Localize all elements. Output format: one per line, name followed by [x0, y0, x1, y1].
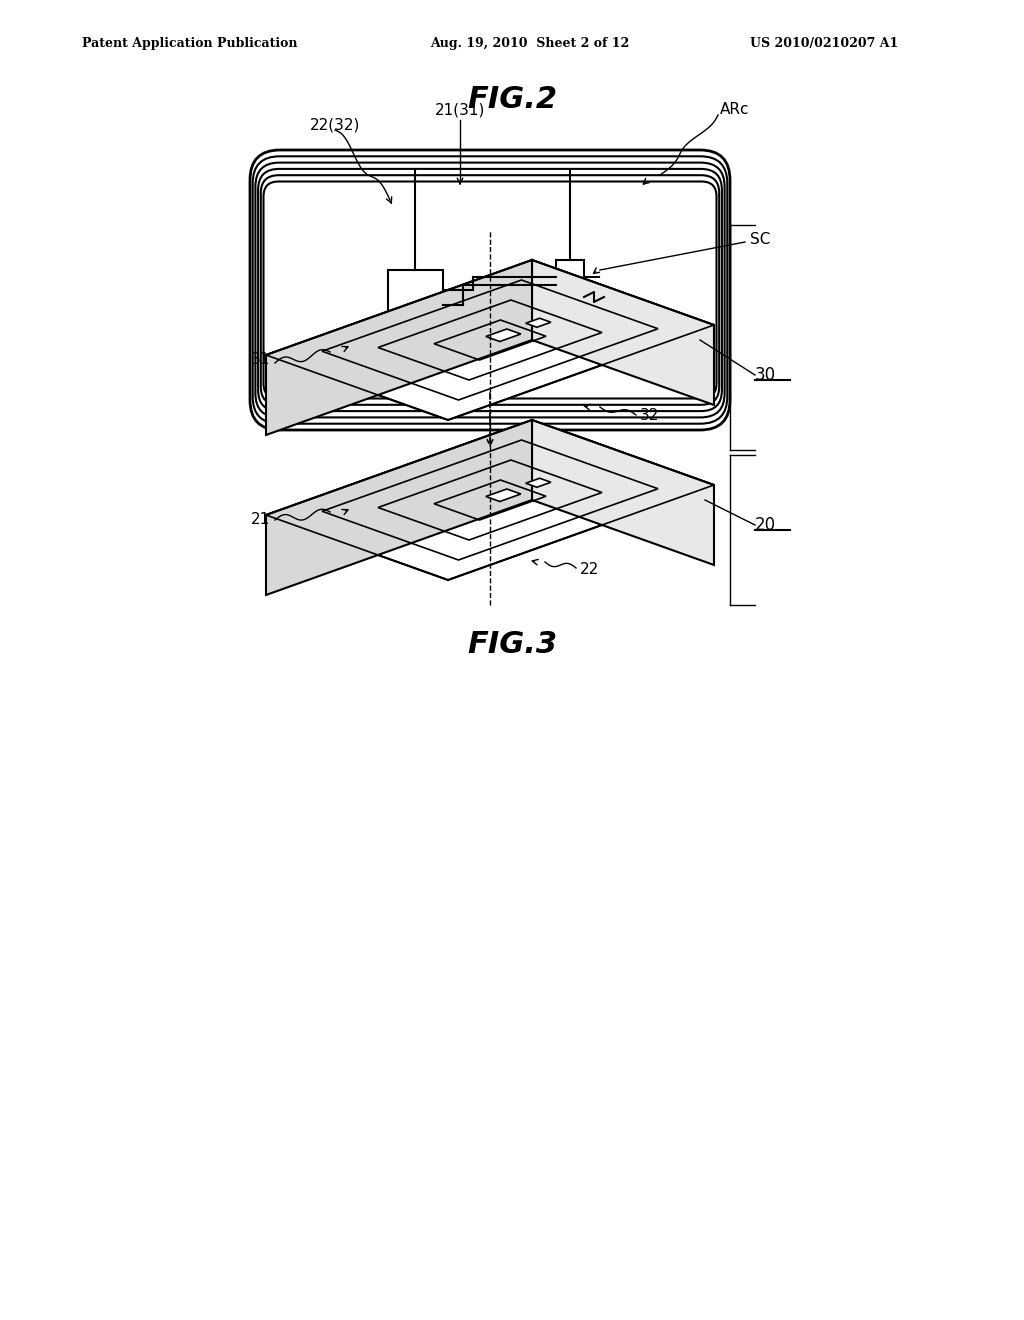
Text: 20: 20 — [755, 516, 776, 535]
Text: ARc: ARc — [720, 103, 750, 117]
Polygon shape — [266, 260, 714, 420]
Text: FIG.2: FIG.2 — [467, 84, 557, 114]
Text: 30: 30 — [755, 366, 776, 384]
Polygon shape — [266, 420, 714, 579]
Bar — [556, 260, 584, 294]
Text: 22(32): 22(32) — [310, 117, 360, 132]
Polygon shape — [266, 420, 532, 595]
Text: 21(31): 21(31) — [435, 103, 485, 117]
Text: Patent Application Publication: Patent Application Publication — [82, 37, 298, 50]
Polygon shape — [266, 260, 532, 436]
Text: Aug. 19, 2010  Sheet 2 of 12: Aug. 19, 2010 Sheet 2 of 12 — [430, 37, 630, 50]
Text: 22: 22 — [580, 562, 599, 578]
Text: 21: 21 — [251, 512, 270, 528]
Polygon shape — [525, 318, 551, 327]
Text: FIG.3: FIG.3 — [467, 630, 557, 659]
Text: US 2010/0210207 A1: US 2010/0210207 A1 — [750, 37, 898, 50]
Polygon shape — [485, 329, 521, 342]
Polygon shape — [532, 420, 714, 565]
Bar — [387, 271, 442, 330]
Text: 31: 31 — [251, 352, 270, 367]
Polygon shape — [525, 478, 551, 487]
Text: 32: 32 — [640, 408, 659, 422]
Polygon shape — [485, 488, 521, 502]
Text: SC: SC — [750, 232, 770, 248]
Polygon shape — [532, 260, 714, 405]
